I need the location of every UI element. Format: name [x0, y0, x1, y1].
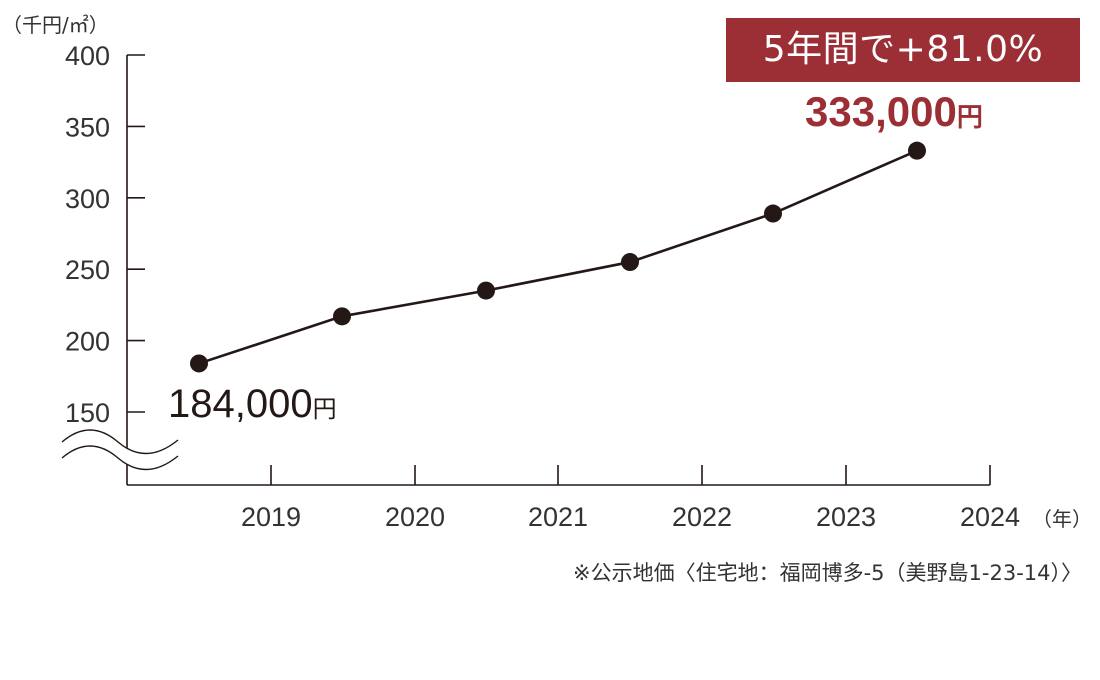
- end-value-label: 333,000円: [805, 86, 983, 144]
- x-tick-label: 2020: [385, 502, 445, 532]
- axis-break-mark: [61, 429, 179, 471]
- end-value-unit: 円: [956, 103, 983, 133]
- end-value-number: 333,000: [805, 88, 957, 135]
- y-tick-label: 250: [65, 255, 110, 285]
- y-tick-label: 150: [65, 398, 110, 428]
- x-tick-label: 2024: [960, 502, 1020, 532]
- data-point: [764, 204, 782, 223]
- x-tick-label: 2023: [816, 502, 876, 532]
- y-tick-label: 350: [65, 112, 110, 142]
- y-tick-label: 200: [65, 327, 110, 357]
- data-point: [477, 281, 495, 300]
- x-tick-label: 2021: [528, 502, 588, 532]
- x-axis-unit: （年）: [1032, 507, 1092, 531]
- start-value-number: 184,000: [168, 382, 313, 426]
- x-tick-label: 2019: [241, 502, 301, 532]
- data-point: [621, 253, 639, 272]
- y-axis-unit: （千円/㎡）: [2, 13, 109, 37]
- series-line: [198, 149, 918, 365]
- source-note: ※公示地価〈住宅地：福岡博多-5（美野島1-23-14）〉: [573, 561, 1082, 585]
- x-axis: 2019 2020 2021 2022 2023 2024: [127, 465, 1020, 532]
- data-point: [333, 307, 351, 326]
- x-tick-label: 2022: [672, 502, 732, 532]
- start-value-unit: 円: [312, 395, 337, 423]
- y-axis: 400 350 300 250 200 150: [65, 41, 145, 485]
- data-point: [908, 141, 926, 160]
- y-tick-label: 300: [65, 184, 110, 214]
- axis-break-wave-lower: [61, 445, 179, 471]
- growth-highlight-badge: 5年間で+81.0%: [726, 18, 1080, 82]
- axis-break-gap: [62, 430, 178, 470]
- data-series: [190, 141, 926, 373]
- start-value-label: 184,000円: [168, 379, 337, 434]
- y-tick-label: 400: [65, 41, 110, 71]
- axis-break-wave-upper: [61, 429, 179, 455]
- data-point: [190, 354, 208, 373]
